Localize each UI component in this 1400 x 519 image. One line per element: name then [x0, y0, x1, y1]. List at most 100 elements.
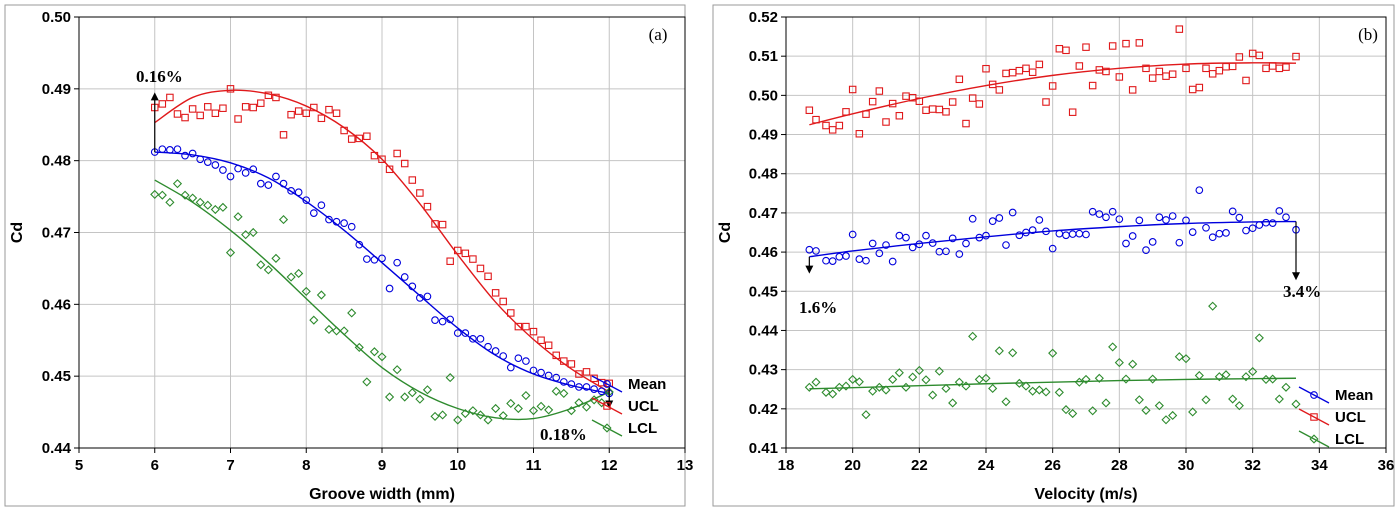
point-ucl	[1142, 64, 1150, 73]
point-ucl	[975, 100, 984, 108]
point-lcl	[400, 392, 410, 402]
point-ucl	[188, 105, 197, 113]
point-mean	[537, 368, 545, 377]
point-lcl	[1154, 401, 1164, 411]
point-ucl	[1115, 73, 1124, 81]
point-lcl	[256, 260, 266, 270]
x-tick-label: 12	[601, 457, 618, 474]
point-mean	[552, 373, 561, 382]
point-mean	[915, 240, 924, 249]
point-ucl	[204, 103, 212, 111]
point-lcl	[225, 248, 236, 258]
point-mean	[347, 222, 356, 231]
point-mean	[249, 165, 258, 174]
point-lcl	[528, 406, 539, 416]
point-ucl	[514, 322, 523, 331]
point-ucl	[1168, 70, 1177, 78]
point-ucl	[1215, 66, 1224, 75]
point-ucl	[842, 108, 850, 116]
point-lcl	[934, 366, 944, 376]
point-mean	[256, 179, 265, 188]
point-lcl	[157, 190, 167, 200]
point-ucl	[1292, 52, 1300, 61]
point-lcl	[881, 385, 891, 395]
point-lcl	[384, 392, 395, 402]
point-ucl	[249, 103, 257, 112]
legend-marker	[1310, 413, 1318, 421]
point-mean	[597, 387, 606, 396]
point-ucl	[1068, 108, 1077, 116]
point-lcl	[1068, 408, 1078, 419]
point-ucl	[1048, 82, 1057, 90]
point-ucl	[400, 159, 409, 168]
x-tick-label: 32	[1244, 457, 1261, 474]
annotation-label: 3.4%	[1283, 282, 1321, 301]
point-ucl	[868, 97, 877, 106]
point-lcl	[506, 398, 516, 409]
point-ucl	[181, 113, 189, 122]
annotation-label: 0.16%	[136, 67, 183, 86]
point-ucl	[812, 115, 820, 124]
point-mean	[211, 161, 220, 169]
point-ucl	[287, 110, 295, 119]
point-mean	[1095, 210, 1104, 218]
point-mean	[1028, 226, 1037, 234]
point-mean	[988, 217, 997, 225]
point-mean	[975, 233, 984, 242]
point-lcl	[407, 388, 417, 398]
point-lcl	[1141, 405, 1151, 415]
point-ucl	[567, 360, 576, 368]
point-mean	[1002, 241, 1010, 249]
point-lcl	[1291, 399, 1301, 409]
point-lcl	[324, 324, 334, 335]
point-mean	[948, 234, 957, 243]
point-mean	[173, 145, 182, 154]
point-ucl	[310, 103, 318, 112]
point-lcl	[1048, 348, 1058, 358]
legend-label: UCL	[628, 398, 659, 415]
point-mean	[908, 243, 917, 252]
point-lcl	[1034, 385, 1044, 395]
point-ucl	[378, 155, 386, 163]
y-tick-label: 0.52	[749, 9, 778, 26]
point-lcl	[498, 411, 508, 421]
point-ucl	[955, 75, 964, 84]
point-ucl	[1228, 62, 1237, 71]
x-tick-label: 5	[75, 457, 83, 474]
point-ucl	[822, 121, 830, 130]
point-mean	[1015, 231, 1024, 240]
point-mean	[575, 383, 583, 391]
chart-panel-a: 5 6 7 8 9 10 11 12 13 0.44 0.45 0.46 0.47 0.48 0.49 0.5…	[4, 4, 693, 507]
point-ucl	[1122, 39, 1130, 48]
point-mean	[1115, 215, 1124, 224]
point-lcl	[210, 204, 220, 215]
point-ucl	[355, 134, 364, 143]
point-mean	[1122, 239, 1130, 248]
x-tick-label: 22	[911, 457, 928, 474]
point-mean	[1282, 213, 1290, 222]
point-ucl	[294, 107, 303, 115]
point-mean	[1175, 238, 1184, 247]
point-mean	[544, 371, 553, 380]
point-lcl	[331, 326, 342, 336]
point-mean	[355, 240, 364, 249]
point-mean	[1135, 216, 1144, 225]
legend-swatch-line	[591, 397, 623, 415]
point-mean	[416, 294, 424, 302]
point-mean	[506, 363, 515, 372]
point-lcl	[1041, 387, 1051, 397]
legend-label: LCL	[628, 420, 657, 437]
point-mean	[272, 172, 280, 181]
point-ucl	[416, 189, 424, 197]
fit-curve-ucl	[154, 89, 610, 393]
point-lcl	[286, 272, 296, 282]
x-tick-label: 9	[378, 457, 386, 474]
point-mean	[828, 257, 837, 265]
point-mean	[559, 378, 568, 386]
point-lcl	[1248, 367, 1258, 377]
point-ucl	[544, 341, 553, 350]
point-lcl	[347, 308, 357, 318]
point-lcl	[914, 365, 924, 375]
point-lcl	[1101, 398, 1111, 408]
